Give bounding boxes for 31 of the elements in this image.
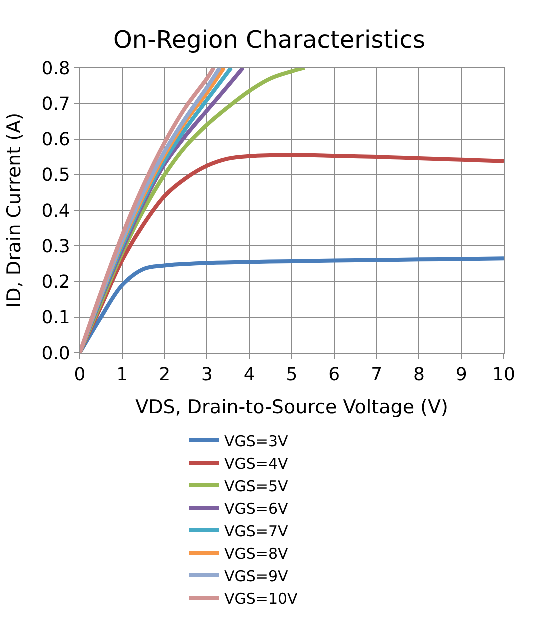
x-tick-label: 0 [74,364,86,386]
x-tick-label: 4 [244,364,256,386]
x-tick-label: 2 [159,364,171,386]
legend-label: VGS=3V [224,432,290,450]
y-axis-title: ID, Drain Current (A) [4,113,26,308]
x-tick-label: 3 [201,364,213,386]
x-axis-title: VDS, Drain-to-Source Voltage (V) [136,396,448,418]
legend-label: VGS=5V [224,477,290,496]
legend-label: VGS=7V [224,522,290,540]
y-tick-label: 0.1 [42,308,70,329]
legend-label: VGS=4V [224,454,290,473]
x-tick-label: 8 [413,364,425,386]
y-tick-label: 0.0 [42,343,70,364]
x-tick-label: 7 [371,364,383,386]
y-tick-label: 0.4 [42,200,70,222]
y-tick-label: 0.8 [42,58,70,80]
y-tick-label: 0.3 [42,236,70,258]
legend-label: VGS=10V [224,590,299,608]
x-tick-label: 1 [116,364,128,386]
y-tick-label: 0.7 [42,94,70,115]
y-tick-label: 0.5 [42,165,70,186]
x-tick-label: 10 [492,364,516,386]
x-tick-label: 6 [328,364,340,386]
x-tick-label: 5 [286,364,298,386]
y-tick-label: 0.2 [42,272,70,294]
legend-label: VGS=9V [224,567,290,586]
chart-title: On-Region Characteristics [114,26,426,54]
legend-label: VGS=6V [224,500,290,518]
x-tick-label: 9 [456,364,468,386]
legend-label: VGS=8V [224,544,290,563]
y-tick-label: 0.6 [42,130,70,151]
